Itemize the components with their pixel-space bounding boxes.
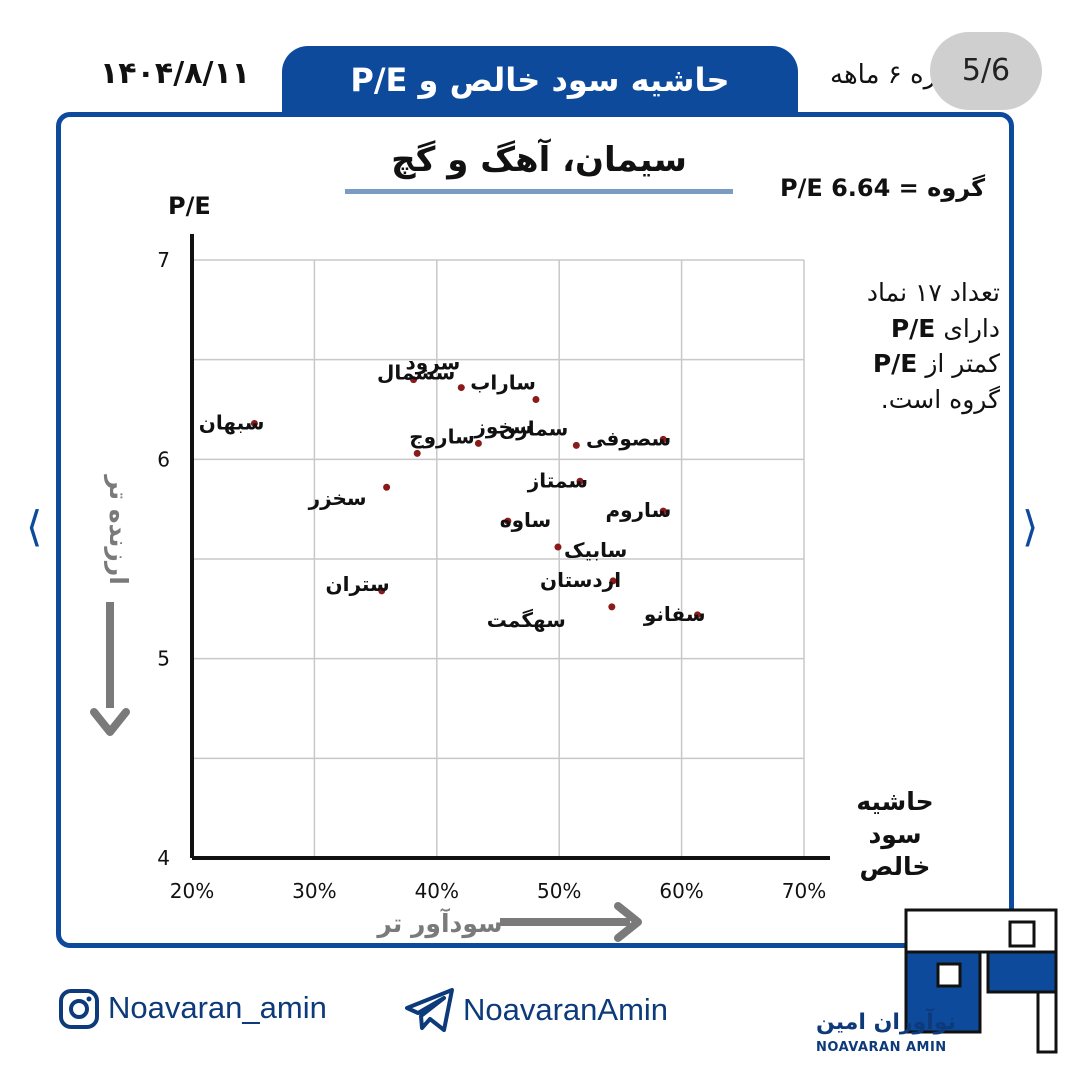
instagram-icon[interactable] — [58, 988, 100, 1030]
x-tick-label: 50% — [537, 879, 581, 903]
chart-ticks: 20% 30% 40% 50% 60% 70% 4 5 6 7 — [157, 248, 826, 903]
data-point-label: سشمال — [377, 361, 455, 385]
x-tick-label: 60% — [659, 879, 703, 903]
data-point — [378, 587, 386, 595]
instagram-handle[interactable]: Noavaran_amin — [108, 990, 327, 1025]
data-point — [609, 577, 617, 585]
logo-text-en: NOAVARAN AMIN — [816, 1040, 947, 1055]
data-point-label: ساروم — [605, 498, 671, 522]
telegram-handle[interactable]: NoavaranAmin — [463, 992, 669, 1027]
x-tick-label: 70% — [782, 879, 826, 903]
note-line-1: تعداد ۱۷ نماد — [866, 278, 1000, 307]
data-point — [413, 449, 421, 457]
x-tick-label: 40% — [415, 879, 459, 903]
chart-title: سیمان، آهگ و گچ — [391, 140, 687, 180]
data-point — [410, 376, 418, 384]
y-arrow-head — [90, 708, 130, 736]
data-point — [250, 419, 258, 427]
x-direction-arrow: سودآور تر — [375, 902, 642, 942]
x-arrow-head — [614, 902, 642, 942]
y-tick-label: 7 — [157, 248, 170, 272]
y-arrow-shaft — [106, 602, 114, 708]
data-point-label: ساروج — [409, 424, 475, 448]
data-point-label: سفانو — [643, 602, 706, 626]
chevron-left-icon[interactable]: ⟨ — [26, 502, 43, 551]
data-point — [532, 396, 540, 404]
brand-logo — [904, 908, 1058, 1054]
data-point-label: ساراب — [470, 371, 536, 395]
y-direction-arrow: ارزنده تر — [90, 473, 133, 736]
data-point — [576, 477, 584, 485]
data-point-label: سبهان — [199, 410, 265, 434]
x-arrow-text: سودآور تر — [375, 908, 502, 939]
page-title: حاشیه سود خالص و P/E — [350, 61, 730, 99]
y-tick-label: 4 — [157, 846, 170, 870]
data-point — [572, 441, 580, 449]
chevron-right-icon[interactable]: ⟩ — [1022, 502, 1039, 551]
data-point — [504, 517, 512, 525]
note-line-3: کمتر از P/E — [820, 346, 1000, 382]
data-point-label: سمازن — [499, 416, 568, 440]
x-tick-label: 20% — [170, 879, 214, 903]
data-point-label: سمتاز — [527, 468, 588, 492]
note-line-2-text: دارای — [943, 313, 1000, 343]
content-frame — [56, 112, 1014, 948]
note-line-2: دارای P/E — [820, 311, 1000, 347]
logo-text-fa: نوآوران امین — [816, 1010, 956, 1035]
telegram-icon[interactable] — [404, 986, 456, 1034]
y-tick-label: 6 — [157, 447, 170, 471]
note-text: تعداد ۱۷ نماد دارای P/E کمتر از P/E گروه… — [820, 275, 1000, 417]
data-point-label: اردستان — [540, 568, 621, 592]
header-tab — [282, 46, 798, 112]
data-point-label: سهگمت — [487, 608, 566, 632]
data-point-label: سخوز — [473, 414, 532, 438]
note-line-4: گروه است. — [880, 384, 1000, 414]
data-point-label: ساوه — [500, 508, 551, 532]
y-axis-label: P/E — [168, 192, 211, 220]
data-point-label: سصوفی — [586, 426, 671, 450]
x-axis-label: حاشیه سود خالص — [856, 787, 934, 881]
data-point — [608, 603, 616, 611]
data-point — [659, 435, 667, 443]
data-point — [659, 507, 667, 515]
title-underline — [345, 189, 733, 194]
note-line-3-text: کمتر از — [925, 349, 1000, 378]
chart-grid — [192, 259, 805, 858]
x-tick-label: 30% — [292, 879, 336, 903]
y-arrow-text: ارزنده تر — [103, 473, 133, 585]
data-point-label: سابیک — [564, 538, 627, 562]
data-point-label: سرود — [406, 351, 461, 375]
data-point — [474, 439, 482, 447]
page-counter-badge: 5/6 — [930, 32, 1042, 110]
chart-axes — [190, 234, 830, 860]
report-date: ۱۴۰۴/۸/۱۱ — [100, 56, 251, 91]
note-line-2-bold: P/E — [890, 313, 936, 343]
note-line-3-bold: P/E — [872, 349, 918, 378]
data-point — [383, 483, 391, 491]
data-point — [457, 384, 465, 392]
data-point — [694, 611, 702, 619]
y-tick-label: 5 — [157, 647, 170, 671]
data-point — [554, 543, 562, 551]
data-point-label: سخزر — [308, 486, 367, 510]
data-point-label: ستران — [326, 572, 390, 596]
group-pe-label: P/E گروه = 6.64 — [780, 174, 986, 202]
x-arrow-shaft — [500, 918, 630, 926]
